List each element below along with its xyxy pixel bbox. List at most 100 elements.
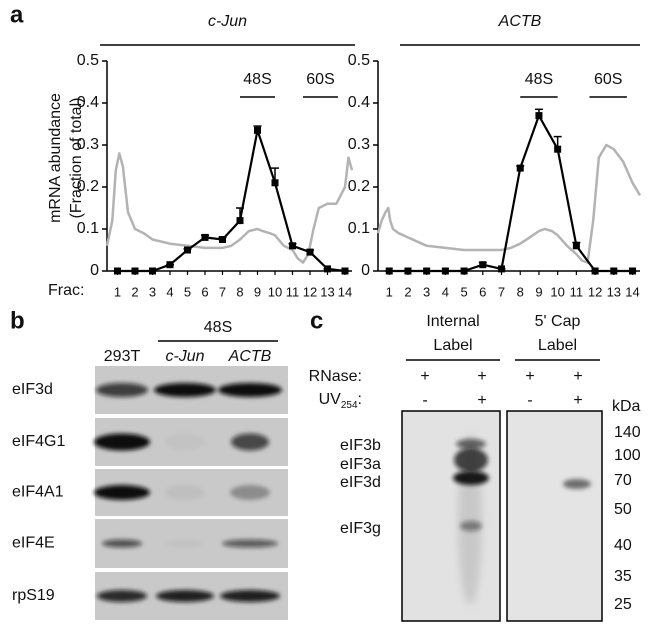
x-tick-label: 14 bbox=[625, 284, 639, 299]
y-tick-label: 0.4 bbox=[348, 94, 370, 111]
panel-label: b bbox=[10, 307, 25, 334]
band bbox=[231, 433, 269, 451]
marker bbox=[385, 267, 393, 275]
lane-label: c-Jun bbox=[165, 348, 204, 365]
data-line bbox=[105, 152, 354, 264]
band bbox=[156, 590, 214, 602]
annotation: 60S bbox=[594, 71, 622, 88]
marker bbox=[404, 267, 412, 275]
gel-band bbox=[454, 448, 488, 472]
y-tick-label: 0 bbox=[361, 262, 370, 279]
size-marker: 140 bbox=[614, 424, 641, 441]
uv-label-part: : bbox=[358, 391, 362, 408]
marker bbox=[289, 242, 296, 250]
marker bbox=[114, 267, 121, 275]
x-tick-label: 4 bbox=[442, 284, 449, 299]
size-marker: 25 bbox=[614, 596, 632, 613]
marker bbox=[479, 261, 487, 269]
size-marker: 40 bbox=[614, 537, 632, 554]
marker bbox=[219, 236, 226, 243]
y-tick-label: 0.2 bbox=[77, 178, 99, 195]
marker bbox=[184, 246, 191, 254]
gel-band bbox=[453, 471, 489, 485]
y-tick-label: 0.5 bbox=[77, 52, 99, 69]
marker bbox=[554, 145, 562, 153]
y-tick-label: 0.3 bbox=[77, 136, 99, 153]
row-label: eIF4E bbox=[12, 535, 55, 552]
size-marker: 50 bbox=[614, 501, 632, 518]
x-tick-label: 9 bbox=[535, 284, 542, 299]
x-tick-label: 5 bbox=[184, 284, 191, 299]
y-tick-label: 0.3 bbox=[348, 136, 370, 153]
marker bbox=[441, 267, 449, 275]
band bbox=[222, 539, 278, 548]
marker bbox=[254, 126, 261, 134]
gel-box bbox=[506, 410, 603, 622]
annotation: 48S bbox=[525, 71, 553, 88]
x-tick-label: 11 bbox=[570, 284, 584, 299]
data-line bbox=[376, 143, 642, 264]
x-tick-label: 5 bbox=[460, 284, 467, 299]
marker bbox=[271, 179, 279, 187]
sign: + bbox=[573, 368, 582, 385]
band bbox=[218, 383, 282, 397]
y-axis-label: (Fraction of total) bbox=[68, 98, 85, 219]
chart-header: c-Jun bbox=[208, 13, 247, 30]
band bbox=[220, 590, 280, 602]
y-tick-label: 0.1 bbox=[348, 220, 370, 237]
band bbox=[165, 434, 205, 451]
band bbox=[165, 540, 205, 548]
x-tick-label: 12 bbox=[303, 284, 317, 299]
sign: + bbox=[420, 368, 429, 385]
x-tick-label: 6 bbox=[201, 284, 208, 299]
annotation: 48S bbox=[243, 71, 271, 88]
x-tick-label: 9 bbox=[254, 284, 261, 299]
gel-band bbox=[456, 439, 486, 449]
protein-label: eIF3a bbox=[340, 456, 381, 473]
size-marker: 35 bbox=[614, 568, 632, 585]
band bbox=[94, 433, 150, 451]
panel-label: a bbox=[10, 1, 24, 28]
row-label: RNase: bbox=[309, 368, 362, 385]
x-tick-label: 14 bbox=[338, 284, 352, 299]
sign: + bbox=[573, 392, 582, 409]
group-label: Internal bbox=[426, 313, 479, 330]
band bbox=[96, 383, 148, 397]
band bbox=[230, 485, 270, 500]
x-tick-label: 7 bbox=[498, 284, 505, 299]
x-tick-label: 8 bbox=[517, 284, 524, 299]
protein-label: eIF3d bbox=[340, 474, 381, 491]
row-label: eIF3d bbox=[12, 381, 53, 398]
row-label: eIF4G1 bbox=[12, 433, 65, 450]
y-tick-label: 0.4 bbox=[77, 94, 99, 111]
marker bbox=[149, 267, 156, 275]
protein-label: eIF3b bbox=[340, 437, 381, 454]
band bbox=[154, 383, 216, 397]
marker bbox=[610, 267, 618, 275]
marker bbox=[498, 265, 506, 273]
y-tick-label: 0.1 bbox=[77, 220, 99, 237]
x-tick-label: 2 bbox=[131, 284, 138, 299]
y-tick-label: 0.2 bbox=[348, 178, 370, 195]
row-label: rpS19 bbox=[12, 587, 55, 604]
x-tick-label: 6 bbox=[479, 284, 486, 299]
marker bbox=[423, 267, 431, 275]
gel-band bbox=[563, 479, 591, 489]
group-label: Label bbox=[538, 337, 577, 354]
x-tick-label: 1 bbox=[386, 284, 393, 299]
marker bbox=[460, 267, 468, 275]
sign: + bbox=[477, 368, 486, 385]
uv-label-part: 254 bbox=[341, 400, 358, 411]
gel-band bbox=[460, 521, 482, 531]
x-tick-label: 3 bbox=[423, 284, 430, 299]
annotation: 60S bbox=[306, 71, 334, 88]
marker bbox=[236, 217, 244, 225]
panel-label: c bbox=[310, 307, 323, 334]
sign: + bbox=[525, 368, 534, 385]
marker bbox=[516, 164, 524, 172]
x-tick-label: 10 bbox=[550, 284, 564, 299]
marker bbox=[131, 267, 139, 275]
row-label: eIF4A1 bbox=[12, 484, 64, 501]
band bbox=[97, 590, 147, 602]
marker bbox=[572, 242, 580, 250]
